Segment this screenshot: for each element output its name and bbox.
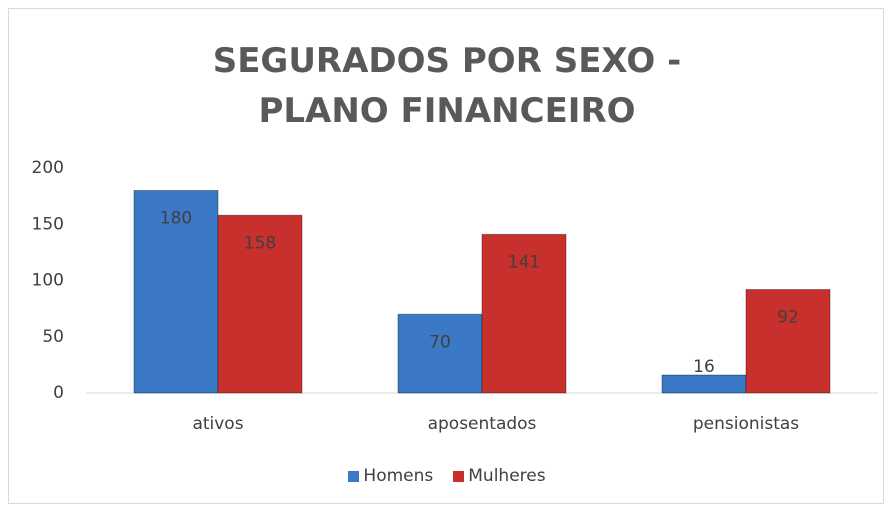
data-label: 92	[777, 308, 799, 328]
x-tick-label: pensionistas	[693, 414, 799, 434]
bar	[745, 289, 831, 394]
legend-label: Homens	[363, 466, 434, 486]
legend-item: Homens	[348, 466, 433, 486]
data-label: 141	[508, 252, 540, 272]
bar	[217, 214, 303, 394]
y-tick-label: 150	[32, 214, 64, 234]
data-label: 16	[693, 357, 715, 377]
y-tick-label: 200	[32, 158, 64, 178]
legend: Homens Mulheres	[0, 466, 894, 486]
y-tick-label: 100	[32, 271, 64, 291]
x-tick-label: aposentados	[428, 414, 537, 434]
legend-swatch	[453, 470, 465, 482]
chart-title: SEGURADOS POR SEXO - PLANO FINANCEIRO	[212, 41, 682, 131]
bar	[133, 190, 219, 394]
bar	[481, 233, 567, 394]
chart-frame	[8, 8, 884, 504]
x-tick-label: ativos	[192, 414, 243, 434]
legend-item: Mulheres	[453, 466, 546, 486]
data-label: 70	[429, 332, 451, 352]
data-label: 158	[244, 233, 276, 253]
y-tick-label: 50	[42, 327, 64, 347]
y-tick-label: 0	[53, 383, 64, 403]
data-label: 180	[160, 209, 192, 229]
bar	[661, 374, 747, 394]
legend-label: Mulheres	[468, 466, 546, 486]
legend-swatch	[348, 470, 360, 482]
bar	[397, 313, 483, 394]
